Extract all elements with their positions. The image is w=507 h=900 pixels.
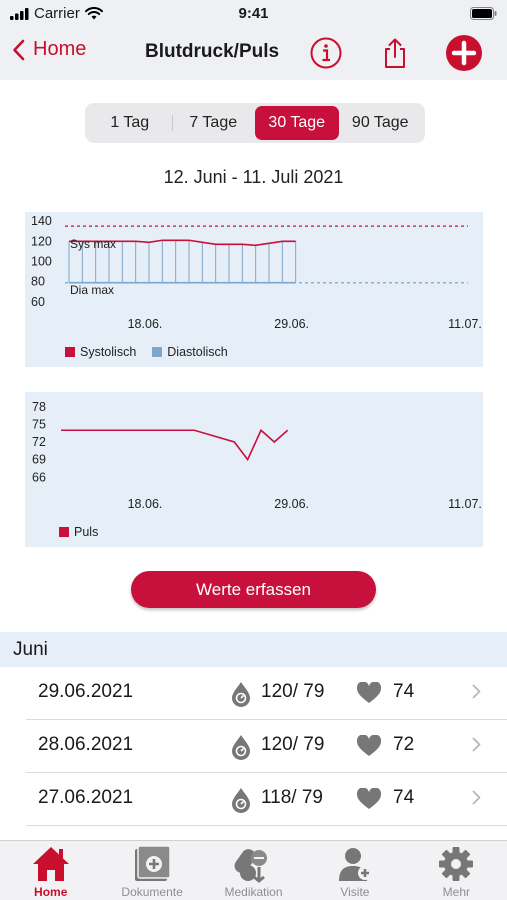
- doctor-visit-icon: [338, 848, 372, 881]
- blood-pressure-chart-svg: 60 80 100 120 140 18.06. 29.06. 11.07. Sys max Di…: [31, 214, 482, 331]
- battery-icon: [470, 7, 497, 20]
- signal-icon: [10, 7, 29, 20]
- home-icon: [32, 847, 69, 881]
- tab-visit-label: Visite: [340, 885, 370, 899]
- row-blood-pressure: 120/ 79: [261, 734, 325, 755]
- legend-diastolic-swatch: [152, 347, 163, 357]
- pulse-chart: 66 69 72 75 78 18.06. 29.06. 11.07. Puls: [25, 392, 483, 547]
- wifi-icon: [84, 7, 103, 20]
- legend-systolic: Systolisch: [65, 345, 136, 359]
- tab-more-label: Mehr: [442, 885, 470, 899]
- navigation-bar: Home Blutdruck/Puls: [0, 28, 507, 80]
- pulse-series-line: [61, 428, 289, 462]
- tab-medication[interactable]: Medikation: [203, 841, 304, 900]
- y-tick-label: 140: [31, 214, 52, 228]
- measurement-list: 29.06.2021 120/ 79 74 28.06.2021 120/ 79…: [0, 667, 507, 826]
- chevron-left-icon: [13, 39, 25, 60]
- blood-pressure-icon: [232, 788, 250, 813]
- tab-home[interactable]: Home: [0, 841, 101, 900]
- pulse-legend: Puls: [59, 525, 98, 539]
- legend-diastolic: Diastolisch: [152, 345, 228, 359]
- y-tick-label: 78: [32, 400, 46, 414]
- legend-systolic-label: Systolisch: [80, 345, 137, 359]
- chevron-right-icon: [472, 684, 481, 699]
- legend-systolic-swatch: [65, 347, 75, 357]
- chevron-right-icon: [472, 790, 481, 805]
- x-tick-label: 29.06.: [274, 317, 309, 331]
- heart-icon: [356, 735, 382, 756]
- legend-pulse: Puls: [59, 525, 98, 539]
- row-blood-pressure: 120/ 79: [261, 681, 325, 702]
- back-label: Home: [33, 38, 87, 60]
- row-pulse: 74: [393, 681, 415, 702]
- pulse-chart-svg: 66 69 72 75 78 18.06. 29.06. 11.07.: [32, 400, 482, 511]
- status-time: 9:41: [238, 5, 269, 22]
- tab-medication-label: Medikation: [224, 885, 283, 899]
- info-icon[interactable]: [309, 36, 343, 70]
- systolic-series-line: [69, 239, 296, 247]
- tab-documents[interactable]: Dokumente: [101, 841, 202, 900]
- row-pulse: 74: [393, 787, 415, 808]
- back-button[interactable]: Home: [12, 38, 86, 61]
- heart-icon: [356, 788, 382, 809]
- row-blood-pressure: 118/ 79: [261, 787, 323, 808]
- blood-pressure-icon: [232, 682, 250, 707]
- row-date: 28.06.2021: [38, 734, 134, 755]
- period-segmented-control: 1 Tag 7 Tage 30 Tage 90 Tage: [85, 103, 425, 143]
- documents-icon: [135, 845, 171, 881]
- y-tick-label: 80: [31, 275, 45, 289]
- list-item[interactable]: 27.06.2021 118/ 79 74: [26, 773, 507, 826]
- gear-icon: [439, 847, 474, 881]
- y-tick-label: 66: [32, 470, 46, 484]
- x-tick-label: 18.06.: [128, 497, 163, 511]
- x-tick-label: 29.06.: [274, 497, 309, 511]
- add-icon[interactable]: [446, 35, 482, 71]
- tab-more[interactable]: Mehr: [406, 841, 507, 900]
- tab-documents-label: Dokumente: [121, 885, 183, 899]
- segment-7-days[interactable]: 7 Tage: [171, 106, 256, 140]
- segment-90-days[interactable]: 90 Tage: [351, 114, 409, 131]
- row-date: 29.06.2021: [38, 681, 134, 702]
- section-header-month: Juni: [0, 632, 507, 667]
- segment-1-day[interactable]: 1 Tag: [110, 114, 150, 131]
- medication-icon: [234, 849, 267, 883]
- segment-30-days[interactable]: 30 Tage: [255, 106, 339, 140]
- blood-pressure-chart: 60 80 100 120 140 18.06. 29.06. 11.07. Sys max Di…: [25, 212, 483, 367]
- status-bar: Carrier 9:41: [0, 0, 507, 28]
- x-tick-label: 11.07.: [448, 317, 482, 331]
- share-icon[interactable]: [378, 36, 412, 70]
- blood-pressure-icon: [232, 735, 250, 760]
- systolic-max-label: Sys max: [70, 237, 116, 251]
- row-pulse: 72: [393, 734, 415, 755]
- tab-home-label: Home: [34, 885, 68, 899]
- legend-pulse-label: Puls: [74, 525, 99, 539]
- record-values-button[interactable]: Werte erfassen: [131, 571, 376, 608]
- y-tick-label: 69: [32, 453, 46, 467]
- chevron-right-icon: [472, 737, 481, 752]
- tab-bar: Home Dokumente Medikation Visite: [0, 840, 507, 900]
- carrier-label: Carrier: [34, 5, 80, 22]
- bp-legend: Systolisch Diastolisch: [65, 345, 228, 359]
- y-tick-label: 120: [31, 234, 52, 248]
- y-tick-label: 100: [31, 255, 52, 269]
- date-range-label: 12. Juni - 11. Juli 2021: [163, 167, 344, 187]
- legend-diastolic-label: Diastolisch: [167, 345, 228, 359]
- list-item[interactable]: 29.06.2021 120/ 79 74: [26, 667, 507, 720]
- tab-visit[interactable]: Visite: [304, 841, 405, 900]
- x-tick-label: 11.07.: [448, 497, 482, 511]
- y-tick-label: 75: [32, 417, 46, 431]
- legend-pulse-swatch: [59, 527, 69, 537]
- diastolic-max-label: Dia max: [70, 283, 114, 297]
- row-date: 27.06.2021: [38, 787, 134, 808]
- heart-icon: [356, 682, 382, 703]
- x-tick-label: 18.06.: [128, 317, 163, 331]
- y-tick-label: 60: [31, 295, 45, 309]
- page-title: Blutdruck/Puls: [145, 41, 280, 62]
- y-tick-label: 72: [32, 435, 46, 449]
- list-item[interactable]: 28.06.2021 120/ 79 72: [26, 720, 507, 773]
